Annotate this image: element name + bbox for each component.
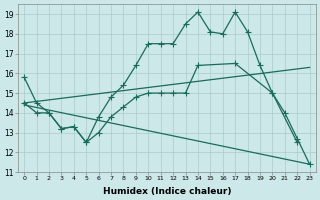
X-axis label: Humidex (Indice chaleur): Humidex (Indice chaleur) [103,187,231,196]
